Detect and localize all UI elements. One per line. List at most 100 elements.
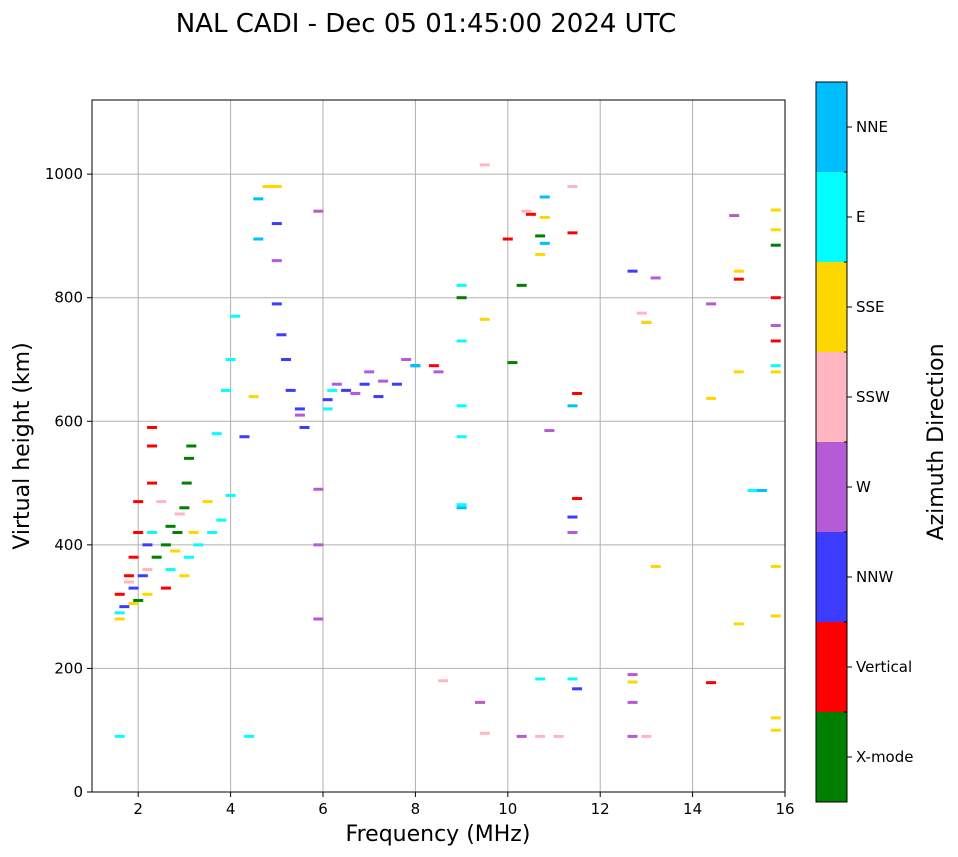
echo-point: [747, 488, 758, 492]
series-w: [271, 209, 781, 738]
x-tick-label: 10: [498, 800, 517, 818]
echo-point: [378, 379, 389, 383]
echo-point: [433, 370, 444, 374]
colorbar-segment: [816, 82, 847, 172]
echo-point: [567, 185, 578, 188]
echo-point: [350, 391, 361, 395]
echo-point: [322, 407, 333, 411]
echo-point: [391, 382, 402, 386]
echo-point: [147, 425, 158, 429]
y-tick-label: 400: [54, 536, 83, 554]
echo-point: [706, 681, 717, 685]
echo-point: [770, 339, 781, 343]
x-tick-label: 6: [318, 800, 328, 818]
echo-point: [331, 382, 342, 386]
echo-point: [641, 320, 652, 324]
echo-point: [313, 487, 324, 491]
echo-point: [262, 185, 273, 188]
echo-point: [756, 488, 767, 492]
echo-point: [147, 481, 158, 485]
series-x-mode: [133, 234, 781, 602]
echo-point: [114, 734, 125, 738]
echo-point: [341, 388, 352, 392]
echo-point: [627, 269, 638, 273]
colorbar-tick-label: W: [856, 478, 871, 496]
echo-point: [733, 269, 744, 273]
echo-point: [128, 586, 139, 590]
echo-point: [572, 687, 583, 691]
echo-point: [438, 679, 449, 683]
echo-point: [770, 614, 781, 618]
echo-point: [475, 700, 486, 704]
echo-point: [502, 237, 513, 241]
echo-point: [147, 444, 158, 448]
echo-point: [179, 574, 190, 578]
echo-point: [770, 324, 781, 328]
echo-point: [627, 673, 638, 677]
echo-point: [133, 598, 144, 602]
echo-point: [186, 444, 197, 448]
echo-point: [128, 555, 139, 559]
echo-point: [133, 531, 144, 534]
x-axis-label: Frequency (MHz): [346, 822, 531, 847]
colorbar-segment: [816, 442, 847, 532]
plot-background: [92, 100, 785, 792]
echo-point: [567, 231, 578, 235]
y-tick-label: 0: [73, 783, 83, 801]
echo-point: [456, 404, 467, 408]
echo-point: [359, 382, 370, 386]
echo-point: [294, 407, 305, 411]
colorbar-tick-label: X-mode: [856, 748, 913, 766]
echo-point: [230, 314, 241, 318]
echo-point: [539, 241, 550, 245]
echo-point: [733, 277, 744, 281]
echo-point: [516, 283, 527, 287]
echo-point: [313, 543, 324, 547]
echo-point: [184, 456, 195, 460]
echo-point: [525, 212, 536, 216]
colorbar-tick-label: NNE: [856, 118, 888, 136]
x-tick-label: 8: [411, 800, 421, 818]
echo-point: [567, 677, 578, 681]
echo-point: [114, 592, 125, 596]
x-tick-label: 16: [775, 800, 794, 818]
colorbar-segment: [816, 622, 847, 712]
echo-point: [729, 214, 740, 218]
echo-point: [479, 163, 490, 167]
echo-point: [294, 413, 305, 417]
echo-point: [535, 252, 546, 256]
echo-point: [650, 276, 661, 280]
echo-point: [410, 364, 421, 368]
echo-point: [479, 731, 490, 735]
echo-point: [770, 296, 781, 300]
series-nne: [253, 195, 767, 510]
echo-point: [239, 435, 250, 439]
echo-point: [539, 215, 550, 219]
plot-frame: [91, 99, 786, 793]
colorbar-segment: [816, 352, 847, 442]
echo-point: [572, 497, 583, 501]
echo-point: [271, 302, 282, 306]
y-axis-ticks: 0 200 400 600 800 1000: [45, 165, 92, 801]
x-tick-label: 12: [591, 800, 610, 818]
echo-point: [535, 734, 546, 738]
echo-point: [572, 391, 583, 395]
echo-point: [133, 500, 144, 504]
echo-point: [733, 622, 744, 626]
colorbar-tick-label: Vertical: [856, 658, 912, 676]
echo-point: [123, 574, 134, 578]
echo-point: [706, 396, 717, 400]
echo-point: [567, 515, 578, 519]
echo-traces: [114, 163, 781, 738]
y-tick-label: 1000: [45, 165, 83, 183]
y-tick-label: 200: [54, 659, 83, 677]
echo-point: [456, 435, 467, 439]
echo-point: [170, 549, 181, 553]
echo-point: [172, 531, 183, 534]
echo-point: [276, 333, 287, 337]
colorbar-tick-label: SSW: [856, 388, 890, 406]
echo-point: [627, 700, 638, 704]
echo-point: [225, 358, 236, 361]
echo-point: [567, 404, 578, 408]
